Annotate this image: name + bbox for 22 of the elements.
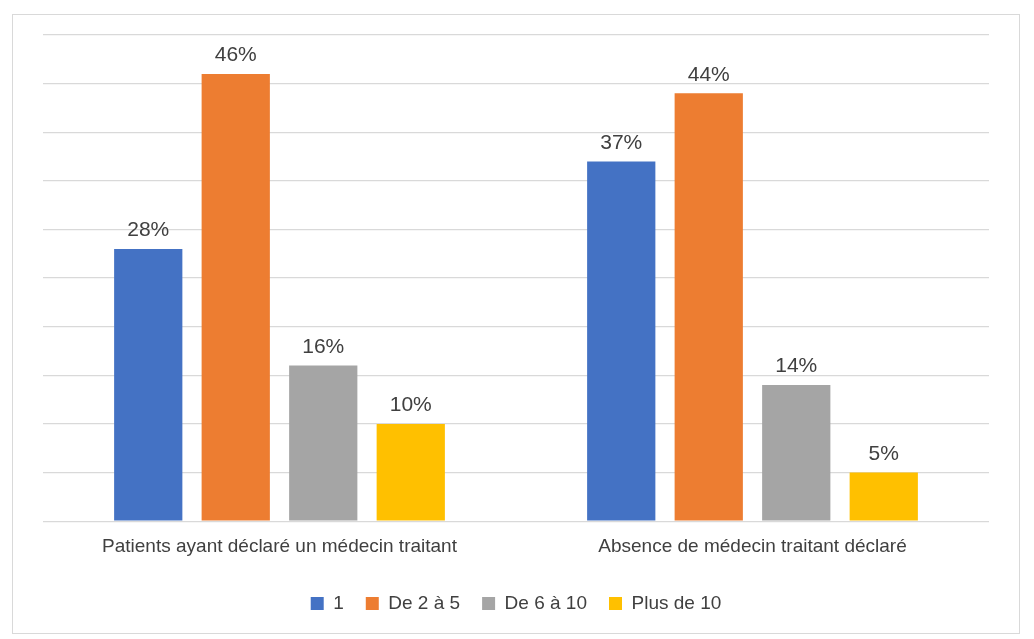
bar	[762, 385, 831, 521]
bar	[376, 423, 445, 521]
bar	[289, 365, 358, 521]
bar	[114, 248, 183, 521]
data-label: 5%	[868, 440, 899, 464]
legend-label: De 2 à 5	[388, 591, 461, 613]
legend-label: De 6 à 10	[504, 591, 588, 613]
bar	[674, 93, 743, 521]
legend-label: Plus de 10	[631, 591, 722, 613]
data-label: 37%	[600, 129, 643, 153]
x-tick-label: Absence de médecin traitant déclaré	[598, 534, 907, 556]
bar	[201, 73, 270, 521]
data-label: 14%	[775, 353, 818, 377]
x-tick-label: Patients ayant déclaré un médecin traitant	[102, 534, 458, 556]
data-label: 10%	[389, 392, 432, 416]
data-label: 28%	[127, 217, 170, 241]
legend-label: 1	[333, 591, 344, 613]
bar	[849, 472, 918, 521]
data-label: 46%	[214, 42, 257, 66]
data-label: 16%	[302, 333, 345, 357]
bar	[587, 161, 656, 521]
data-label: 44%	[687, 61, 730, 85]
